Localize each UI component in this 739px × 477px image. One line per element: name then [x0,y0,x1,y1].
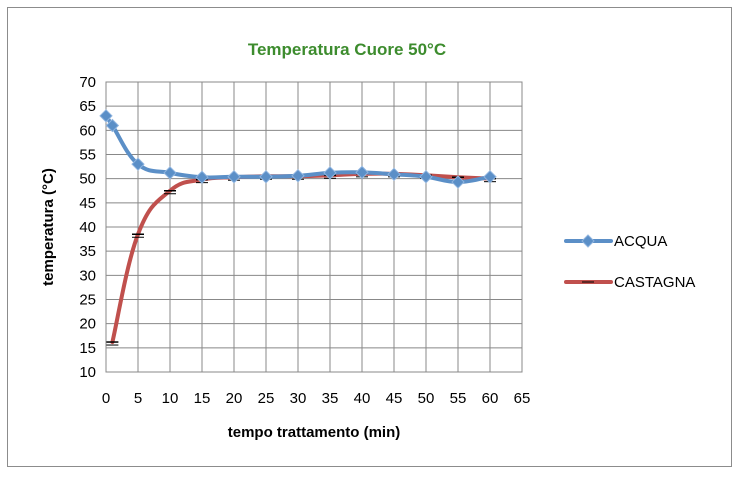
chart-frame [7,7,732,467]
y-tick-label: 45 [79,195,96,212]
y-tick-label: 70 [79,74,96,91]
y-tick-label: 55 [79,147,96,164]
legend: ACQUA CASTAGNA [564,233,695,291]
x-tick-label: 25 [258,390,275,407]
x-tick-label: 65 [514,390,531,407]
x-tick-label: 20 [226,390,243,407]
data-point-acqua [163,166,177,180]
data-point-acqua [259,170,273,184]
x-axis-label: tempo trattamento (min) [228,424,401,441]
y-tick-label: 20 [79,316,96,333]
y-axis-label: temperatura (°C) [40,168,57,286]
data-point-acqua [323,166,337,180]
x-tick-label: 60 [482,390,499,407]
data-point-acqua [387,167,401,182]
data-point-acqua [355,165,369,180]
data-point-acqua [419,170,433,184]
chart-title: Temperatura Cuore 50°C [248,40,446,59]
x-tick-label: 40 [354,390,371,407]
data-point-acqua [131,157,145,171]
legend-label-acqua: ACQUA [614,233,667,250]
gridlines [105,81,523,373]
data-point-acqua [105,118,120,133]
data-point-acqua [227,170,241,184]
data-point-acqua [195,170,209,184]
y-tick-label: 65 [79,98,96,115]
data-point-acqua [451,175,465,189]
y-tick-label: 40 [79,219,96,236]
x-tick-label: 55 [450,390,467,407]
y-tick-label: 15 [79,340,96,357]
x-tick-label: 45 [386,390,403,407]
data-point-acqua [291,169,305,183]
x-tick-label: 10 [162,390,179,407]
series-layer [99,109,497,346]
y-tick-label: 30 [79,267,96,284]
y-tick-label: 10 [79,364,96,381]
x-tick-label: 30 [290,390,307,407]
y-tick-label: 60 [79,122,96,139]
x-tick-label: 50 [418,390,435,407]
data-point-acqua [99,109,113,123]
x-tick-label: 35 [322,390,339,407]
x-tick-label: 0 [102,390,110,407]
y-tick-label: 50 [79,171,96,188]
x-tick-label: 5 [134,390,142,407]
y-tick-label: 35 [79,243,96,260]
y-tick-label: 25 [79,292,96,309]
series-line-castagna [110,171,492,345]
x-axis-ticks: 0 5 10 15 20 25 30 35 40 45 50 55 60 65 [102,390,531,407]
data-point-acqua [483,170,497,184]
plot-area-border [105,81,523,373]
y-axis-ticks: 10 15 20 25 30 35 40 45 50 55 60 65 70 [79,74,96,381]
x-tick-label: 15 [194,390,211,407]
legend-marker-acqua [581,234,595,248]
legend-label-castagna: CASTAGNA [614,274,695,291]
